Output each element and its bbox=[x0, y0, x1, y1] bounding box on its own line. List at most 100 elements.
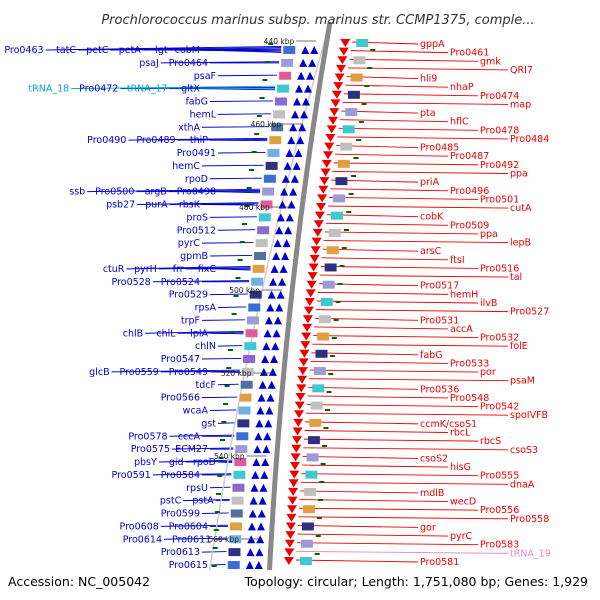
forward-arrow bbox=[272, 329, 281, 338]
forward-leader-line bbox=[209, 177, 262, 180]
forward-arrow bbox=[275, 226, 284, 235]
reverse-leader-line bbox=[309, 369, 479, 373]
forward-arrow bbox=[262, 342, 271, 351]
reverse-leader-line bbox=[306, 404, 479, 408]
forward-gene-label: pyrC bbox=[178, 238, 201, 249]
forward-arrow bbox=[306, 71, 315, 80]
reverse-arrow bbox=[286, 513, 297, 522]
forward-leader-line bbox=[217, 113, 272, 115]
reverse-gene-label: Pro0527 bbox=[510, 307, 549, 318]
reverse-gene-label: ilvB bbox=[480, 298, 497, 309]
reverse-arrow bbox=[303, 306, 314, 315]
forward-feature-block bbox=[244, 342, 257, 351]
forward-gene-label: pstC bbox=[160, 496, 182, 507]
forward-arrow bbox=[264, 316, 273, 325]
forward-leader-line bbox=[209, 100, 274, 102]
reverse-feature-block bbox=[299, 557, 312, 565]
forward-arrow bbox=[267, 290, 276, 299]
forward-gene-label: rpsA bbox=[195, 303, 217, 314]
forward-gene-label: petC bbox=[86, 45, 109, 56]
forward-arrow bbox=[298, 123, 307, 132]
reverse-leader-line bbox=[295, 559, 419, 563]
forward-leader-line bbox=[201, 319, 245, 321]
reverse-arrow bbox=[314, 211, 325, 220]
reverse-gene-label: Pro0478 bbox=[480, 125, 519, 136]
forward-gene-label: purA bbox=[145, 200, 168, 211]
reverse-arrow bbox=[285, 522, 296, 531]
reverse-arrow bbox=[313, 220, 324, 229]
forward-arrow bbox=[290, 174, 299, 183]
forward-feature-block bbox=[233, 470, 246, 479]
reverse-gene-label: Pro0485 bbox=[420, 143, 459, 154]
reverse-gene-label: Pro0556 bbox=[480, 505, 519, 516]
reverse-arrow bbox=[289, 462, 300, 471]
genome-info-text: Topology: circular; Length: 1,751,080 bp… bbox=[244, 574, 588, 589]
reverse-arrow bbox=[291, 436, 302, 445]
reverse-leader-line bbox=[305, 421, 419, 425]
reverse-gene-label: gmk bbox=[480, 56, 501, 67]
forward-feature-block bbox=[245, 329, 258, 338]
reverse-gene-label: wecD bbox=[450, 497, 476, 508]
reverse-gene-label: Pro0548 bbox=[450, 393, 489, 404]
reverse-gene-label: fabG bbox=[420, 350, 443, 361]
reverse-leader-line bbox=[302, 455, 419, 459]
reverse-feature-block bbox=[318, 315, 331, 324]
reverse-feature-block bbox=[326, 246, 339, 255]
forward-arrow bbox=[255, 548, 264, 557]
reverse-feature-block bbox=[313, 367, 326, 376]
reverse-arrow bbox=[324, 142, 335, 151]
forward-gene-label: psaF bbox=[194, 71, 216, 82]
forward-leader-line bbox=[217, 151, 266, 154]
reverse-arrow bbox=[304, 298, 315, 306]
forward-arrow bbox=[249, 496, 258, 505]
forward-feature-block bbox=[243, 355, 256, 363]
forward-arrow bbox=[262, 445, 271, 454]
forward-arrow bbox=[265, 406, 274, 415]
reverse-arrow bbox=[283, 557, 294, 565]
reverse-arrow bbox=[307, 272, 318, 281]
forward-leader-line bbox=[209, 486, 231, 489]
reverse-gene-label: lepB bbox=[510, 238, 531, 249]
forward-leader-line bbox=[152, 473, 232, 476]
accession-text: Accession: NC_005042 bbox=[8, 574, 150, 589]
reverse-leader-line bbox=[349, 58, 479, 62]
reverse-gene-label: Pro0555 bbox=[480, 471, 519, 482]
forward-feature-block bbox=[262, 187, 275, 196]
reverse-arrow bbox=[317, 194, 328, 203]
forward-gene-label: Pro0464 bbox=[169, 58, 208, 69]
reverse-arrow bbox=[296, 384, 307, 393]
forward-leader-line bbox=[217, 306, 247, 308]
reverse-arrow bbox=[340, 39, 351, 47]
forward-gene-label: proS bbox=[186, 212, 208, 223]
forward-arrow bbox=[266, 303, 275, 312]
reverse-feature-block bbox=[347, 90, 360, 99]
forward-arrow bbox=[253, 445, 262, 454]
forward-arrow bbox=[302, 97, 311, 106]
forward-gene-label: fixC bbox=[198, 264, 217, 275]
reverse-gene-label: Pro0474 bbox=[480, 91, 519, 102]
forward-leader-line bbox=[209, 216, 257, 218]
reverse-gene-label: Pro0501 bbox=[480, 194, 519, 205]
reverse-feature-block bbox=[342, 125, 355, 134]
forward-gene-label: ECM27 bbox=[175, 444, 208, 455]
reverse-gene-label: map bbox=[510, 99, 531, 110]
forward-gene-label: cobM bbox=[175, 45, 200, 56]
reverse-gene-label: hli9 bbox=[420, 74, 437, 85]
reverse-arrow bbox=[289, 470, 300, 479]
forward-gene-label: psaJ bbox=[139, 58, 159, 69]
forward-leader-line bbox=[217, 383, 239, 386]
forward-leader-line bbox=[126, 266, 251, 270]
forward-feature-block bbox=[235, 445, 248, 454]
forward-leader-line bbox=[201, 126, 270, 128]
reverse-arrow bbox=[333, 82, 344, 91]
reverse-leader-line bbox=[298, 516, 509, 520]
forward-feature-block bbox=[240, 380, 253, 389]
reverse-arrow bbox=[334, 73, 345, 82]
reverse-arrow bbox=[338, 47, 349, 56]
reverse-leader-line bbox=[303, 447, 509, 451]
reverse-feature-block bbox=[315, 349, 328, 358]
forward-gene-label: ctuR bbox=[103, 264, 125, 275]
forward-feature-block bbox=[273, 110, 286, 119]
reverse-leader-line bbox=[310, 360, 449, 364]
